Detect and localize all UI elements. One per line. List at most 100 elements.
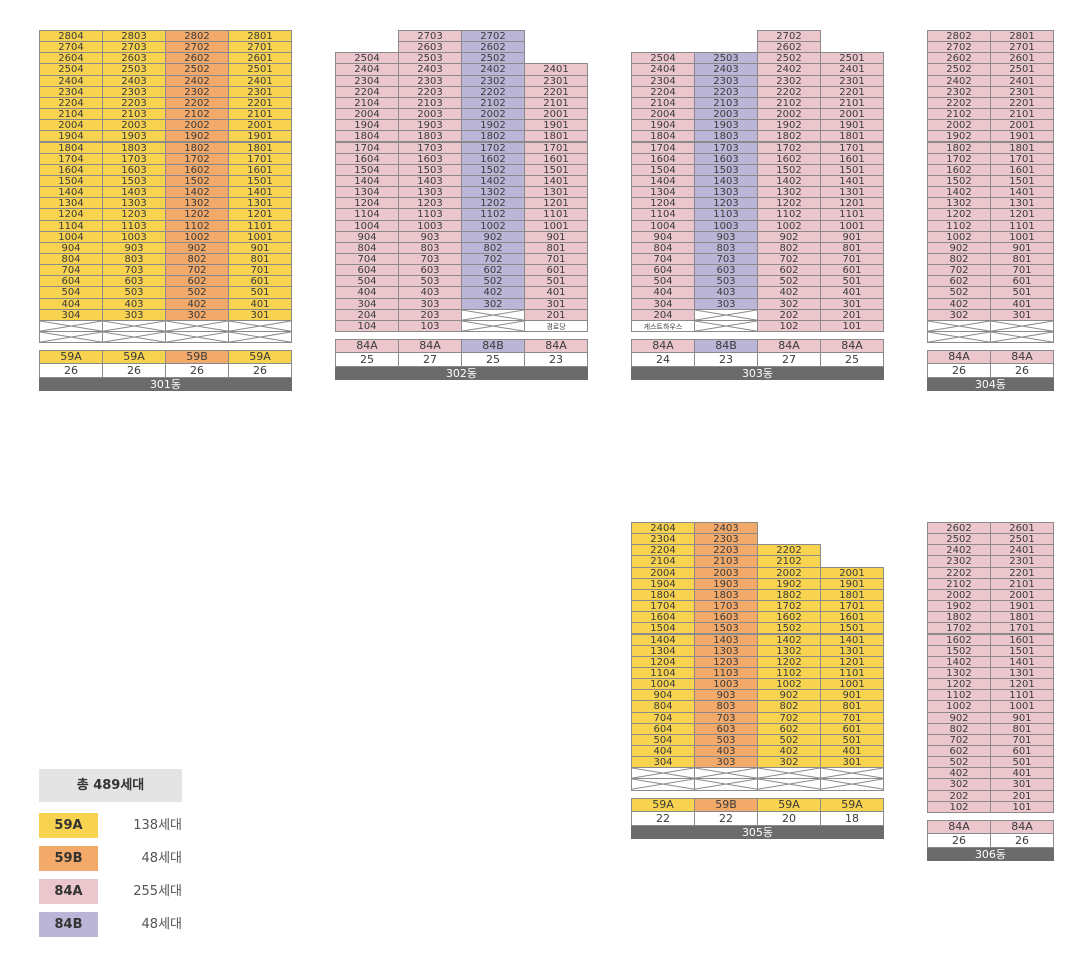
unit-type-cell: 59B	[165, 350, 229, 365]
empty-unit-cross	[758, 779, 820, 790]
empty-unit-cell	[757, 778, 821, 791]
empty-unit-cell	[102, 331, 166, 344]
empty-unit-cell	[39, 331, 103, 344]
legend-swatch-59b: 59B	[39, 846, 98, 871]
unit-count-cell: 20	[757, 811, 821, 826]
building-label: 306동	[927, 847, 1054, 861]
unit-count-cell: 22	[631, 811, 695, 826]
unit-type-cell: 84A	[990, 819, 1054, 834]
cross-line	[229, 320, 291, 332]
cross-line	[40, 320, 102, 332]
unit-count-cell: 27	[398, 353, 462, 368]
empty-unit-cell	[927, 331, 991, 344]
unit-cell: 경로당	[524, 319, 588, 333]
unit-type-cell: 59A	[757, 797, 821, 812]
unit-type-cell: 59A	[102, 350, 166, 365]
empty-unit-cross	[632, 768, 694, 779]
empty-unit-cell	[461, 308, 525, 321]
cross-line	[166, 332, 228, 343]
unit-type-cell: 84A	[398, 339, 462, 354]
legend-item-84a: 84A 255세대	[39, 879, 182, 904]
type-row: 59A 59A 59B 59A	[39, 350, 292, 365]
unit-type-cell: 84A	[524, 339, 588, 354]
unit-count-cell: 26	[927, 364, 991, 379]
empty-unit-cell	[228, 319, 292, 333]
count-row: 24 23 27 25	[631, 353, 884, 368]
type-row: 84A 84A 84B 84A	[335, 339, 588, 354]
empty-unit-cross	[103, 320, 165, 332]
cross-line	[758, 779, 820, 790]
unit-type-cell: 84A	[990, 350, 1054, 365]
cross-line	[695, 309, 757, 320]
cross-line	[758, 768, 820, 779]
count-row: 26 26	[927, 364, 1054, 379]
cross-line	[821, 768, 883, 779]
empty-unit-cross	[229, 332, 291, 343]
unit-cell: 104	[335, 319, 399, 333]
empty-unit-cell	[165, 331, 229, 344]
legend-swatch-59a: 59A	[39, 813, 98, 838]
empty-unit-cell	[757, 767, 821, 780]
empty-unit-cross	[928, 332, 990, 343]
empty-unit-cross	[462, 320, 524, 332]
cross-line	[695, 768, 757, 779]
cross-line	[928, 320, 990, 332]
unit-count-cell: 26	[228, 364, 292, 379]
empty-unit-cross	[695, 309, 757, 320]
count-row: 26 26 26 26	[39, 364, 292, 379]
empty-unit-cross	[695, 768, 757, 779]
legend-total: 총 489세대	[39, 769, 182, 802]
cross-line	[695, 320, 757, 332]
cross-line	[462, 309, 524, 320]
count-row: 22 22 20 18	[631, 811, 884, 826]
cross-line	[632, 779, 694, 790]
empty-unit-cross	[632, 779, 694, 790]
unit-count-cell: 25	[461, 353, 525, 368]
type-row: 59A 59B 59A 59A	[631, 797, 884, 812]
empty-unit-cell	[631, 778, 695, 791]
legend-item-59a: 59A 138세대	[39, 813, 182, 838]
cross-line	[991, 332, 1053, 343]
empty-unit-cell	[631, 767, 695, 780]
unit-type-cell: 84A	[927, 350, 991, 365]
unit-count-cell: 18	[820, 811, 884, 826]
unit-count-cell: 26	[39, 364, 103, 379]
unit-type-cell: 84B	[694, 339, 758, 354]
unit-count-cell: 25	[820, 353, 884, 368]
empty-unit-cross	[40, 332, 102, 343]
empty-unit-cell	[39, 319, 103, 333]
building-label: 303동	[631, 367, 884, 381]
cross-line	[166, 320, 228, 332]
unit-cell: 103	[398, 319, 462, 333]
count-row: 26 26	[927, 833, 1054, 848]
empty-unit-cell	[694, 308, 758, 321]
unit-count-cell: 23	[524, 353, 588, 368]
unit-cell: 102	[927, 800, 991, 813]
unit-count-cell: 25	[335, 353, 399, 368]
legend-count-59b: 48세대	[141, 851, 182, 866]
unit-count-cell: 26	[165, 364, 229, 379]
empty-unit-cell	[165, 319, 229, 333]
empty-unit-cross	[166, 332, 228, 343]
unit-cell: 게스트하우스	[631, 319, 695, 333]
unit-cell: 102	[757, 319, 821, 333]
empty-unit-cell	[990, 331, 1054, 344]
unit-cell: 101	[990, 800, 1054, 813]
unit-type-cell: 84A	[927, 819, 991, 834]
empty-unit-cross	[695, 320, 757, 332]
legend-count-59a: 138세대	[133, 818, 182, 833]
empty-unit-cross	[991, 332, 1053, 343]
legend-swatch-84b: 84B	[39, 912, 98, 937]
empty-unit-cross	[821, 779, 883, 790]
legend-item-59b: 59B 48세대	[39, 846, 182, 871]
empty-unit-cross	[821, 768, 883, 779]
empty-unit-cell	[694, 767, 758, 780]
unit-count-cell: 27	[757, 353, 821, 368]
unit-count-cell: 26	[990, 364, 1054, 379]
empty-unit-cross	[928, 320, 990, 332]
empty-unit-cross	[758, 768, 820, 779]
cross-line	[229, 332, 291, 343]
empty-unit-cell	[927, 319, 991, 333]
empty-unit-cell	[694, 319, 758, 333]
empty-unit-cell	[990, 319, 1054, 333]
